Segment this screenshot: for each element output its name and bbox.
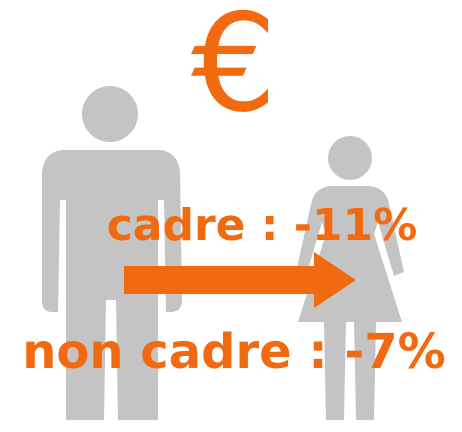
non-cadre-label: non cadre : -7%: [22, 324, 446, 380]
euro-symbol: €: [191, 0, 277, 142]
woman-figure: [296, 136, 404, 420]
arrow: [124, 252, 356, 308]
man-figure: [42, 86, 182, 420]
cadre-label: cadre : -11%: [107, 200, 418, 251]
